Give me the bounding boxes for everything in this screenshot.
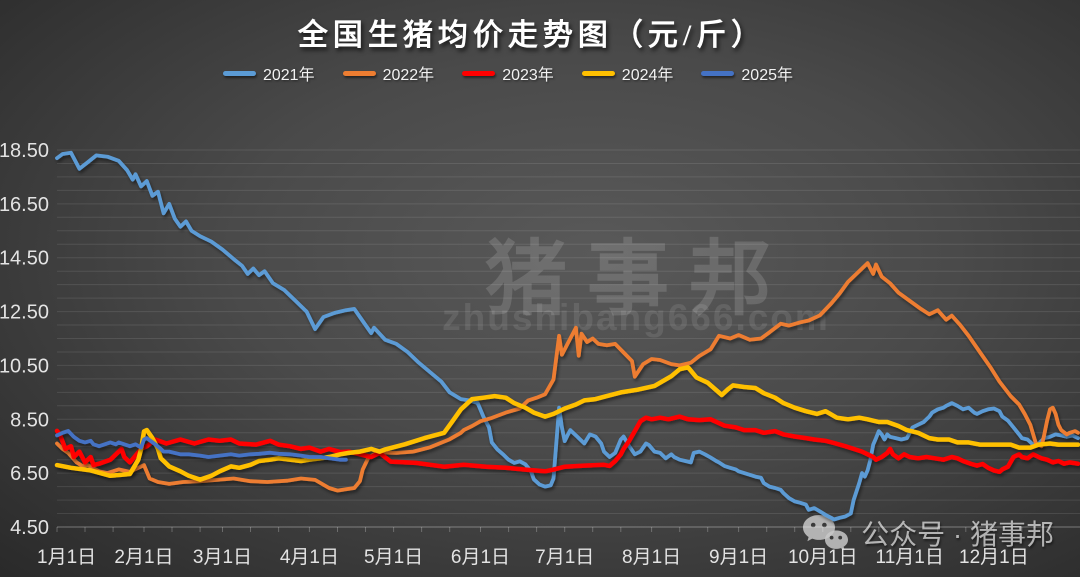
y-tick-label: 6.50 [10,463,49,485]
legend-swatch-2024年 [581,70,615,76]
series-line-2024年 [54,365,1080,482]
series-line-2025年 [55,428,348,462]
x-axis-labels: 1月1日 2月1日 3月1日 4月1日 5月1日 6月1日 7月1日 8月1日 9月1日 10月1… [37,527,1051,568]
x-tick-label: 8月1日 [622,547,681,568]
watermark-site-url: zhushibang666.com [442,297,830,338]
legend: 2021年 2022年 2023年 2024年 2025年 [0,61,1048,85]
x-tick-label: 2月1日 [114,547,173,568]
series-line-2021年 [55,150,1080,522]
watermark-brand: 猪事邦 [484,234,792,325]
x-tick-label: 5月1日 [364,547,423,568]
legend-swatch-2025年 [701,70,735,76]
x-tick-label: 4月1日 [280,547,339,568]
wechat-icon [803,515,849,551]
legend-label-2024年: 2024年 [621,67,674,84]
legend-label-2021年: 2021年 [262,67,315,84]
y-axis-labels: 18.50 16.50 14.50 12.50 10.50 8.50 6.50 4.50 [0,140,49,539]
y-tick-label: 18.50 [0,140,49,162]
series-line-2022年 [55,261,1080,493]
legend-item-2021年: 2021年 [222,61,315,85]
x-tick-label: 9月1日 [709,547,768,568]
legend-label-2022年: 2022年 [382,67,435,84]
y-tick-label: 14.50 [0,248,49,270]
wechat-footer: 公众号 · 猪事邦 [801,513,1054,553]
y-tick-label: 4.50 [10,517,49,539]
legend-swatch-2023年 [462,70,496,76]
x-tick-label: 12月1日 [959,547,1029,568]
legend-swatch-2021年 [222,70,256,76]
y-tick-label: 16.50 [0,194,49,216]
y-tick-label: 12.50 [0,302,49,324]
y-tick-label: 10.50 [0,355,49,377]
x-tick-label: 11月1日 [876,547,944,568]
y-tick-label: 8.50 [10,409,49,431]
x-tick-label: 3月1日 [193,547,252,568]
legend-label-2023年: 2023年 [502,67,554,84]
x-tick-label: 1月1日 [37,547,96,568]
series-lines [54,150,1080,522]
legend-item-2025年: 2025年 [701,61,793,85]
gridlines [57,149,1080,528]
legend-item-2023年: 2023年 [462,61,554,85]
series-line-2023年 [54,414,1080,475]
x-tick-label: 10月1日 [788,547,858,568]
chart-title: 全国生猪均价走势图（元/斤） [297,19,767,52]
legend-label-2025年: 2025年 [741,67,794,84]
legend-item-2024年: 2024年 [581,61,674,85]
x-tick-label: 7月1日 [535,547,594,568]
x-tick-label: 6月1日 [451,547,510,568]
legend-item-2022年: 2022年 [342,61,435,85]
wechat-label: 公众号 · 猪事邦 [861,519,1054,550]
legend-swatch-2022年 [342,70,376,76]
